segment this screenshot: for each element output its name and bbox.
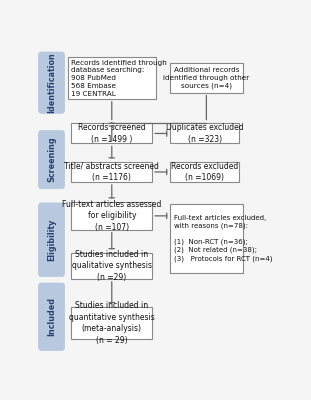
Text: Identification: Identification [47, 52, 56, 113]
Text: Records excluded
(n =1069): Records excluded (n =1069) [171, 162, 238, 182]
Text: Full-text articles assessed
for eligibility
(n =107): Full-text articles assessed for eligibil… [62, 200, 161, 232]
Text: Eligibility: Eligibility [47, 218, 56, 261]
FancyBboxPatch shape [38, 283, 65, 350]
FancyBboxPatch shape [72, 124, 152, 144]
FancyBboxPatch shape [170, 162, 239, 182]
Text: Full-text articles excluded,
with reasons (n=78):

(1)  Non-RCT (n=36);
(2)  Not: Full-text articles excluded, with reason… [174, 215, 272, 262]
Text: Records screened
(n =1499 ): Records screened (n =1499 ) [78, 123, 146, 144]
FancyBboxPatch shape [68, 57, 156, 99]
Text: Included: Included [47, 297, 56, 336]
Text: Records identified through
database searching:
908 PubMed
568 Embase
19 CENTRAL: Records identified through database sear… [72, 60, 167, 96]
Text: Title/ abstracts screened
(n =1176): Title/ abstracts screened (n =1176) [64, 162, 159, 182]
FancyBboxPatch shape [72, 307, 152, 339]
FancyBboxPatch shape [38, 203, 65, 276]
FancyBboxPatch shape [38, 130, 65, 189]
Text: Studies included in
qualitative synthesis
(n =29): Studies included in qualitative synthesi… [72, 250, 152, 282]
FancyBboxPatch shape [38, 52, 65, 113]
FancyBboxPatch shape [170, 204, 243, 273]
FancyBboxPatch shape [72, 202, 152, 230]
FancyBboxPatch shape [72, 253, 152, 279]
Text: Additional records
identified through other
sources (n=4): Additional records identified through ot… [163, 67, 249, 89]
Text: Duplicates excluded
(n =323): Duplicates excluded (n =323) [166, 123, 244, 144]
FancyBboxPatch shape [170, 124, 239, 144]
FancyBboxPatch shape [170, 64, 243, 93]
Text: Studies included in
quantitative synthesis
(meta-analysis)
(n = 29): Studies included in quantitative synthes… [69, 301, 155, 344]
FancyBboxPatch shape [72, 162, 152, 182]
Text: Screening: Screening [47, 137, 56, 182]
